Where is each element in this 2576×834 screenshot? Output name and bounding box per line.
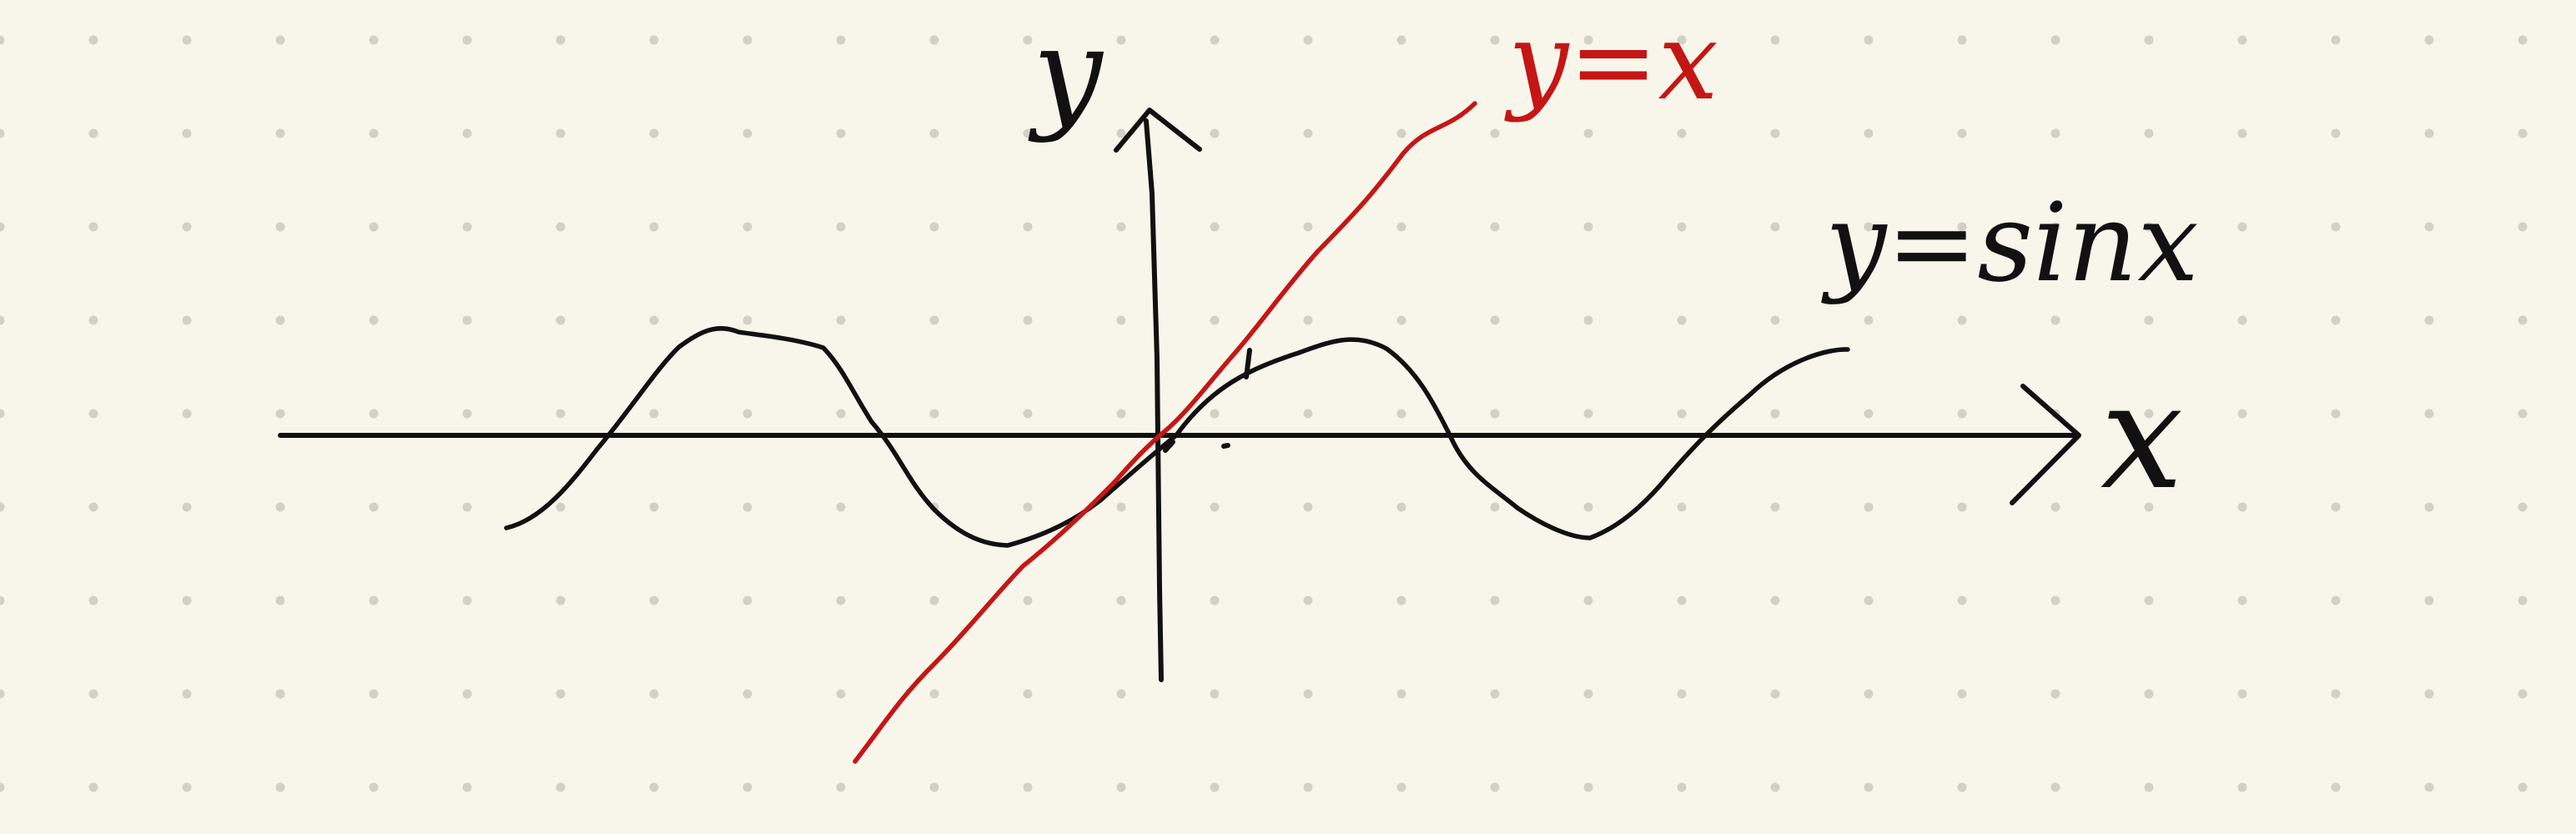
sine-curve-label: y=sinx bbox=[1821, 179, 2199, 306]
line-y-equals-x bbox=[853, 101, 1477, 764]
x-axis-label: x bbox=[2101, 351, 2183, 522]
sine-curve bbox=[504, 326, 1850, 548]
y-axis-arrowhead bbox=[1114, 108, 1202, 153]
y-axis-line bbox=[1144, 118, 1164, 682]
small-origin-mark bbox=[1163, 440, 1175, 453]
x-axis-arrowhead bbox=[2010, 384, 2081, 505]
line-y-equals-x-label: y=x bbox=[1504, 0, 1718, 124]
y-axis-label: y bbox=[1028, 1, 1104, 144]
small-dot-mark bbox=[1221, 443, 1230, 449]
